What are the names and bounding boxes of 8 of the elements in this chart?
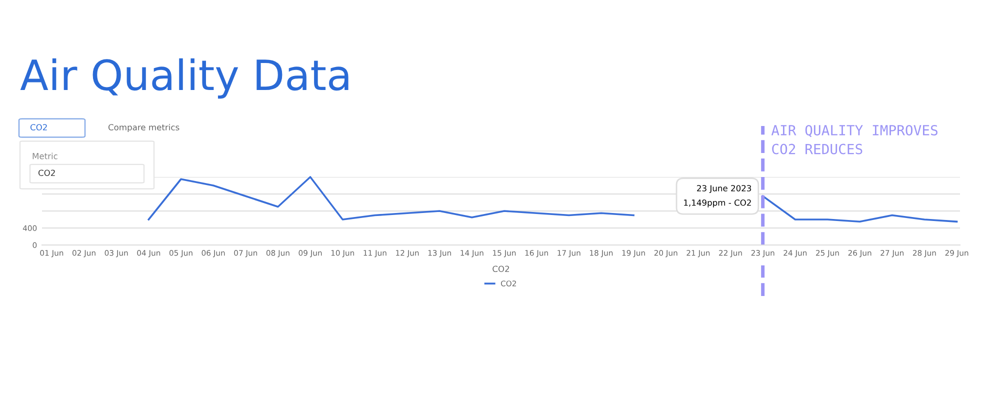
text: Metric	[32, 152, 58, 160]
x-axis-title: CO2	[38, 170, 55, 176]
chart-title: Air Quality Data	[20, 58, 348, 99]
annotation: 23 June 2023 1,149ppm - CO2	[684, 185, 752, 208]
ref-line-label: AIR QUALITY IMPROVES CO2 REDUCES	[771, 124, 938, 154]
text: CO2	[30, 124, 47, 130]
text: CO2	[492, 266, 510, 272]
text: Compare metrics	[108, 124, 180, 132]
